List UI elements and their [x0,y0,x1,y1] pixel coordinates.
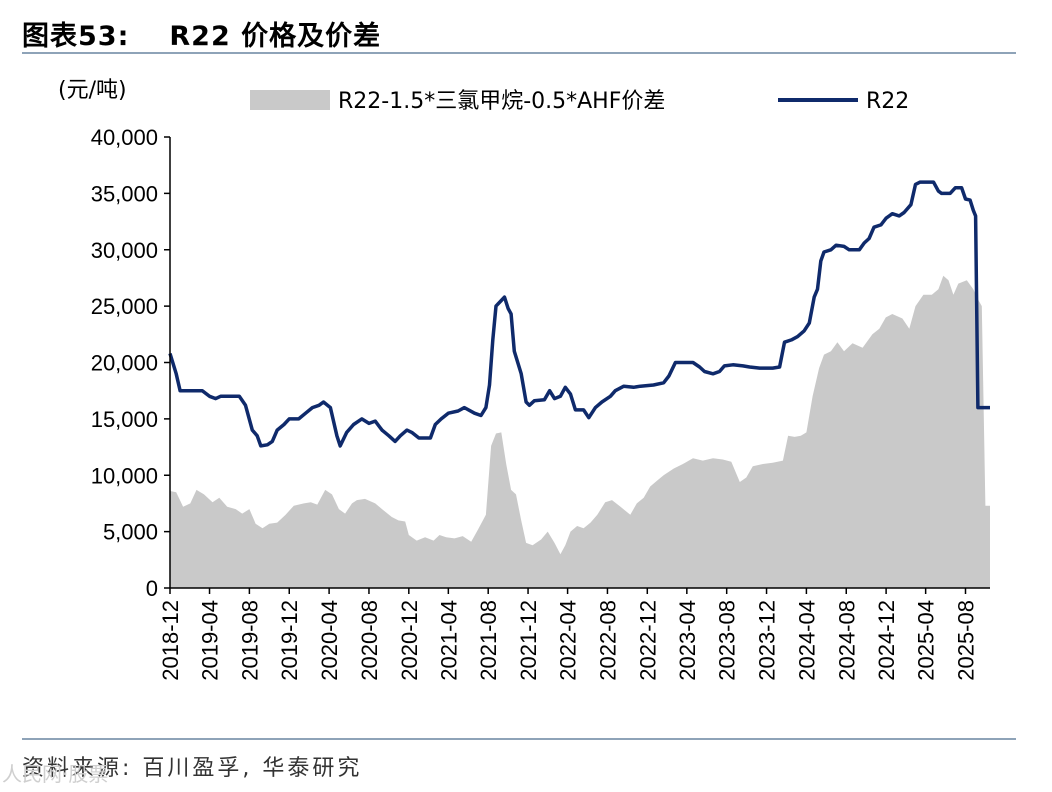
x-tick-label: 2019-08 [237,600,262,681]
unit-label: (元/吨) [58,78,127,103]
x-tick-label: 2019-12 [277,600,302,681]
x-tick-label: 2024-04 [794,600,819,681]
x-tick-label: 2022-12 [635,600,660,681]
legend-swatch-spread [250,90,330,110]
legend: R22-1.5*三氯甲烷-0.5*AHF价差 R22 [250,89,909,114]
x-tick-label: 2024-08 [834,600,859,681]
y-tick-label: 25,000 [91,294,158,319]
figure-title: R22 价格及价差 [169,21,382,52]
x-tick-label: 2025-04 [914,600,939,681]
y-tick-label: 30,000 [91,238,158,263]
x-tick-label: 2021-12 [516,600,541,681]
x-tick-label: 2023-04 [675,600,700,681]
figure-label: 图表53: [22,21,130,52]
x-tick-label: 2021-04 [436,600,461,681]
x-tick-label: 2023-12 [755,600,780,681]
watermark: 人民网·股票 [2,762,109,786]
y-tick-label: 20,000 [91,351,158,376]
source-note: 资料来源: 百川盈孚, 华泰研究 [22,756,363,781]
x-tick-label: 2023-08 [715,600,740,681]
legend-label-r22: R22 [866,89,909,114]
x-tick-label: 2020-04 [317,600,342,681]
y-tick-label: 35,000 [91,181,158,206]
series-area-spread [170,275,990,588]
x-tick-label: 2019-04 [198,600,223,681]
legend-label-spread: R22-1.5*三氯甲烷-0.5*AHF价差 [338,89,665,114]
x-tick-label: 2020-08 [357,600,382,681]
y-tick-label: 5,000 [103,520,158,545]
y-tick-label: 15,000 [91,407,158,432]
x-tick-label: 2025-08 [953,600,978,681]
footer-rule [22,738,1016,740]
x-tick-label: 2018-12 [158,600,183,681]
y-tick-label: 10,000 [91,463,158,488]
title-rule [22,52,1016,54]
y-tick-label: 0 [146,576,158,601]
x-tick-label: 2021-08 [476,600,501,681]
x-tick-label: 2024-12 [874,600,899,681]
series-line-r22 [168,180,990,448]
plot-area: 0 5,000 10,000 15,000 20,000 25,000 30,000 35,0… [91,125,990,681]
x-tick-label: 2020-12 [397,600,422,681]
y-tick-label: 40,000 [91,125,158,150]
chart-title: 图表53: R22 价格及价差 [22,14,381,53]
x-tick-label: 2022-04 [556,600,581,681]
x-tick-label: 2022-08 [595,600,620,681]
